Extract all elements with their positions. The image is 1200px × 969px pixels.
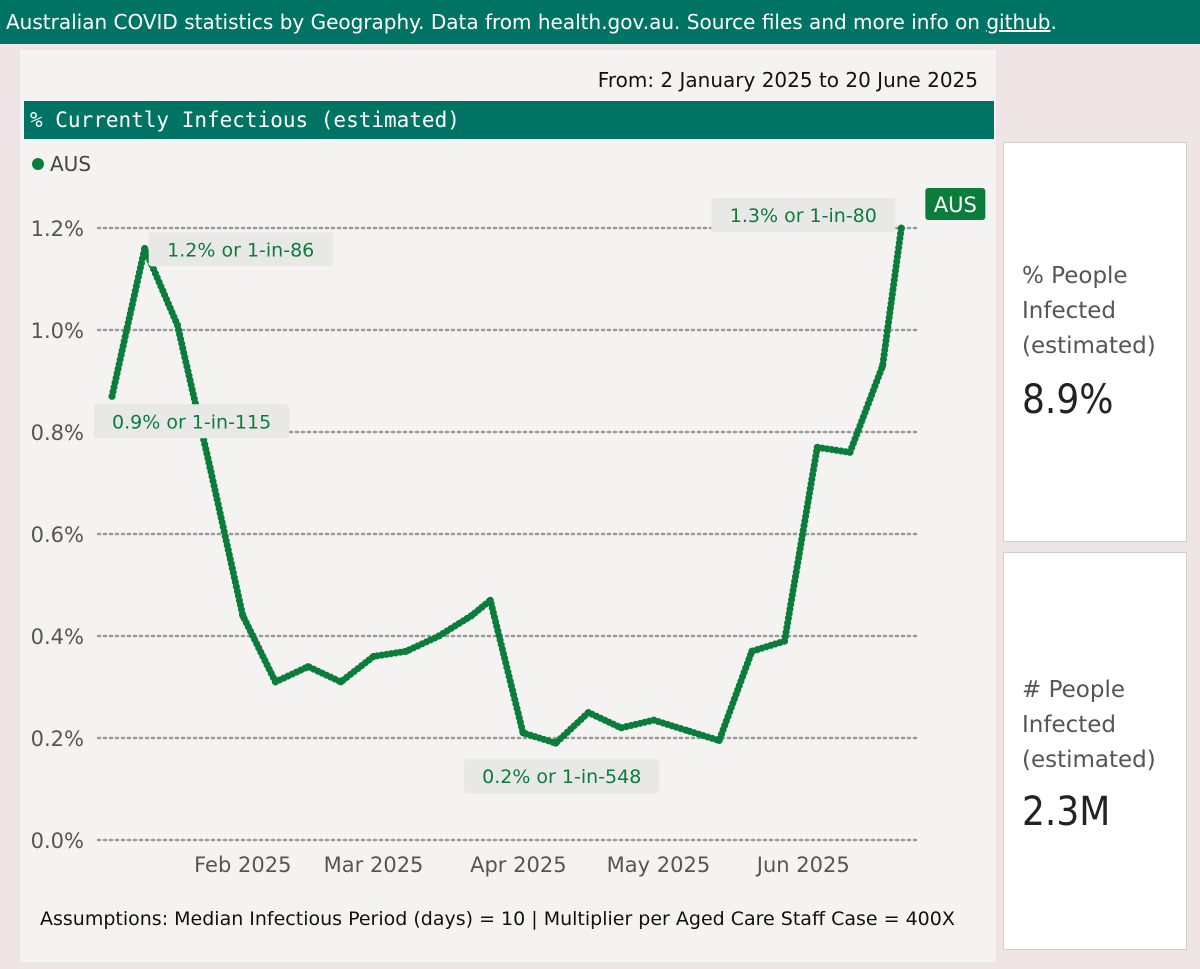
data-label-bg xyxy=(148,232,333,267)
data-point xyxy=(304,663,312,671)
end-label: AUS xyxy=(934,193,977,217)
y-tick-label: 0.4% xyxy=(31,625,84,649)
data-point xyxy=(682,726,690,734)
github-link[interactable]: github xyxy=(986,10,1051,34)
data-label-text: 0.9% or 1-in-115 xyxy=(112,411,271,433)
data-point xyxy=(879,362,887,370)
data-label: 0.9% or 1-in-115 xyxy=(94,404,290,439)
card-label: # People Infected (estimated) xyxy=(1022,677,1156,773)
y-tick-label: 0.8% xyxy=(31,421,84,445)
chart-title: % Currently Infectious (estimated) xyxy=(24,101,994,139)
x-tick-label: Feb 2025 xyxy=(194,853,291,877)
data-point xyxy=(552,739,560,747)
data-point xyxy=(715,737,723,745)
data-label-bg xyxy=(464,759,660,794)
card-value: 8.9% xyxy=(1022,377,1114,423)
data-label-bg xyxy=(94,404,290,439)
data-point xyxy=(435,632,443,640)
header-text-end: . xyxy=(1050,10,1057,34)
line-chart: 0.0% 0.2% 0.4% 0.6% 0.8% 1.0% 1.2% Feb 2025 Mar … xyxy=(31,188,986,877)
end-label-bg xyxy=(925,188,986,220)
data-point xyxy=(650,716,658,724)
x-tick-label: Apr 2025 xyxy=(470,853,566,877)
y-tick-label: 1.2% xyxy=(31,217,84,241)
data-label: 1.3% or 1-in-80 xyxy=(711,198,896,232)
data-label-text: 1.2% or 1-in-86 xyxy=(167,239,314,261)
data-point xyxy=(337,678,345,686)
data-point xyxy=(108,392,116,400)
series-line-core xyxy=(110,226,904,746)
data-point xyxy=(813,443,821,451)
y-tick-label: 0.2% xyxy=(31,727,84,751)
header-text: Australian COVID statistics by Geography… xyxy=(6,10,987,34)
data-point xyxy=(402,647,410,655)
x-tick-label: Jun 2025 xyxy=(755,853,850,877)
data-point xyxy=(584,709,592,716)
data-point xyxy=(271,678,279,686)
data-label-text: 1.3% or 1-in-80 xyxy=(730,205,877,227)
card-number-infected: # People Infected (estimated) 2.3M xyxy=(1003,552,1187,950)
chart-panel: From: 2 January 2025 to 20 June 2025 % C… xyxy=(20,50,996,962)
legend-dot-icon xyxy=(32,158,44,170)
data-point xyxy=(173,321,181,329)
data-label: 0.2% or 1-in-548 xyxy=(464,759,660,794)
data-point xyxy=(846,448,854,456)
data-point xyxy=(239,612,247,620)
data-point xyxy=(468,612,476,620)
data-point xyxy=(781,637,789,645)
legend-label: AUS xyxy=(50,152,92,176)
chart-legend[interactable]: AUS xyxy=(32,152,91,176)
data-label-bg xyxy=(711,198,896,232)
y-tick-label: 1.0% xyxy=(31,319,84,343)
card-value: 2.3M xyxy=(1022,789,1111,835)
x-tick-label: May 2025 xyxy=(607,853,711,877)
data-point xyxy=(519,729,527,737)
y-tick-label: 0.0% xyxy=(31,829,84,853)
data-label-text: 0.2% or 1-in-548 xyxy=(482,766,641,788)
header-bar: Australian COVID statistics by Geography… xyxy=(0,0,1200,44)
data-point xyxy=(141,244,149,252)
data-point xyxy=(486,596,494,604)
date-range: From: 2 January 2025 to 20 June 2025 xyxy=(597,68,978,92)
card-percent-infected: % People Infected (estimated) 8.9% xyxy=(1003,142,1187,542)
card-label: % People Infected (estimated) xyxy=(1022,263,1156,359)
y-tick-label: 0.6% xyxy=(31,523,84,547)
data-point xyxy=(897,224,905,232)
data-label: 1.2% or 1-in-86 xyxy=(148,232,333,267)
x-tick-label: Mar 2025 xyxy=(324,853,424,877)
data-point xyxy=(617,724,625,732)
data-point xyxy=(748,647,756,655)
data-point xyxy=(370,652,378,660)
assumptions-text: Assumptions: Median Infectious Period (d… xyxy=(40,908,955,930)
data-point xyxy=(206,464,214,472)
